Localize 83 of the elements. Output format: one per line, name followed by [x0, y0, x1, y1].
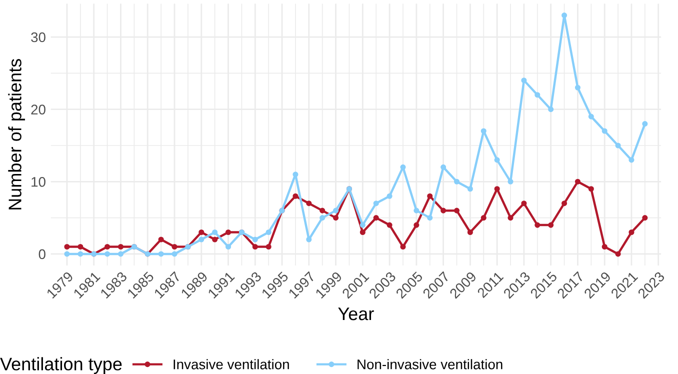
point [386, 193, 392, 199]
point [480, 128, 486, 134]
point [440, 164, 446, 170]
point [467, 229, 473, 236]
point [400, 164, 406, 170]
point [212, 236, 218, 242]
point [198, 229, 204, 236]
point [508, 215, 514, 221]
point [628, 157, 634, 163]
point [225, 229, 232, 236]
point [521, 78, 527, 84]
point [158, 236, 164, 242]
point [588, 114, 594, 120]
legend-label: Non-invasive ventilation [358, 359, 502, 370]
point [118, 251, 124, 257]
point [588, 186, 594, 192]
point [534, 92, 540, 98]
point [360, 222, 366, 228]
point [373, 200, 379, 206]
point [494, 157, 500, 163]
point [414, 208, 420, 214]
y-tick-label: 10 [32, 176, 46, 187]
point [548, 222, 554, 228]
point [306, 236, 312, 242]
point [320, 208, 326, 214]
point [548, 106, 554, 112]
point [454, 208, 460, 214]
y-tick-label: 30 [31, 32, 46, 42]
point [414, 222, 420, 228]
x-axis-title: Year [338, 308, 374, 320]
legend-title: Ventilation type [0, 357, 122, 374]
y-axis-title: Number of patients [8, 59, 25, 210]
point [266, 244, 272, 250]
point [534, 222, 540, 228]
point [158, 251, 164, 257]
point [292, 193, 298, 199]
point [454, 178, 460, 184]
point [172, 251, 178, 257]
point [333, 208, 339, 214]
point [562, 200, 568, 206]
point [480, 215, 486, 221]
point [562, 12, 568, 18]
y-tick-label: 0 [38, 249, 46, 260]
point [292, 172, 298, 178]
point [427, 215, 433, 221]
point [64, 251, 70, 257]
point [172, 244, 178, 250]
point [508, 178, 514, 184]
point [386, 222, 392, 228]
y-tick-label: 20 [31, 104, 46, 114]
point [225, 244, 232, 250]
point [602, 128, 608, 134]
point [642, 121, 648, 127]
point [574, 84, 580, 90]
point [467, 186, 473, 192]
point [602, 244, 608, 250]
point [642, 215, 648, 221]
point [64, 244, 70, 250]
point [628, 229, 634, 236]
point [574, 178, 580, 184]
point [440, 208, 446, 214]
point [252, 244, 258, 250]
point [521, 200, 527, 206]
legend-label: Invasive ventilation [174, 359, 289, 370]
point [198, 236, 204, 242]
point [118, 244, 124, 250]
point [373, 215, 379, 221]
point [494, 186, 500, 192]
point [306, 200, 312, 206]
point [320, 215, 326, 221]
point [78, 251, 84, 257]
point [615, 251, 621, 257]
point [104, 251, 110, 257]
point [360, 229, 366, 236]
point [212, 229, 218, 236]
point [333, 215, 339, 221]
point [400, 244, 406, 250]
point [615, 142, 621, 148]
point [104, 244, 110, 250]
point [252, 236, 258, 242]
point [427, 193, 433, 199]
point [266, 229, 272, 236]
point [78, 244, 84, 250]
